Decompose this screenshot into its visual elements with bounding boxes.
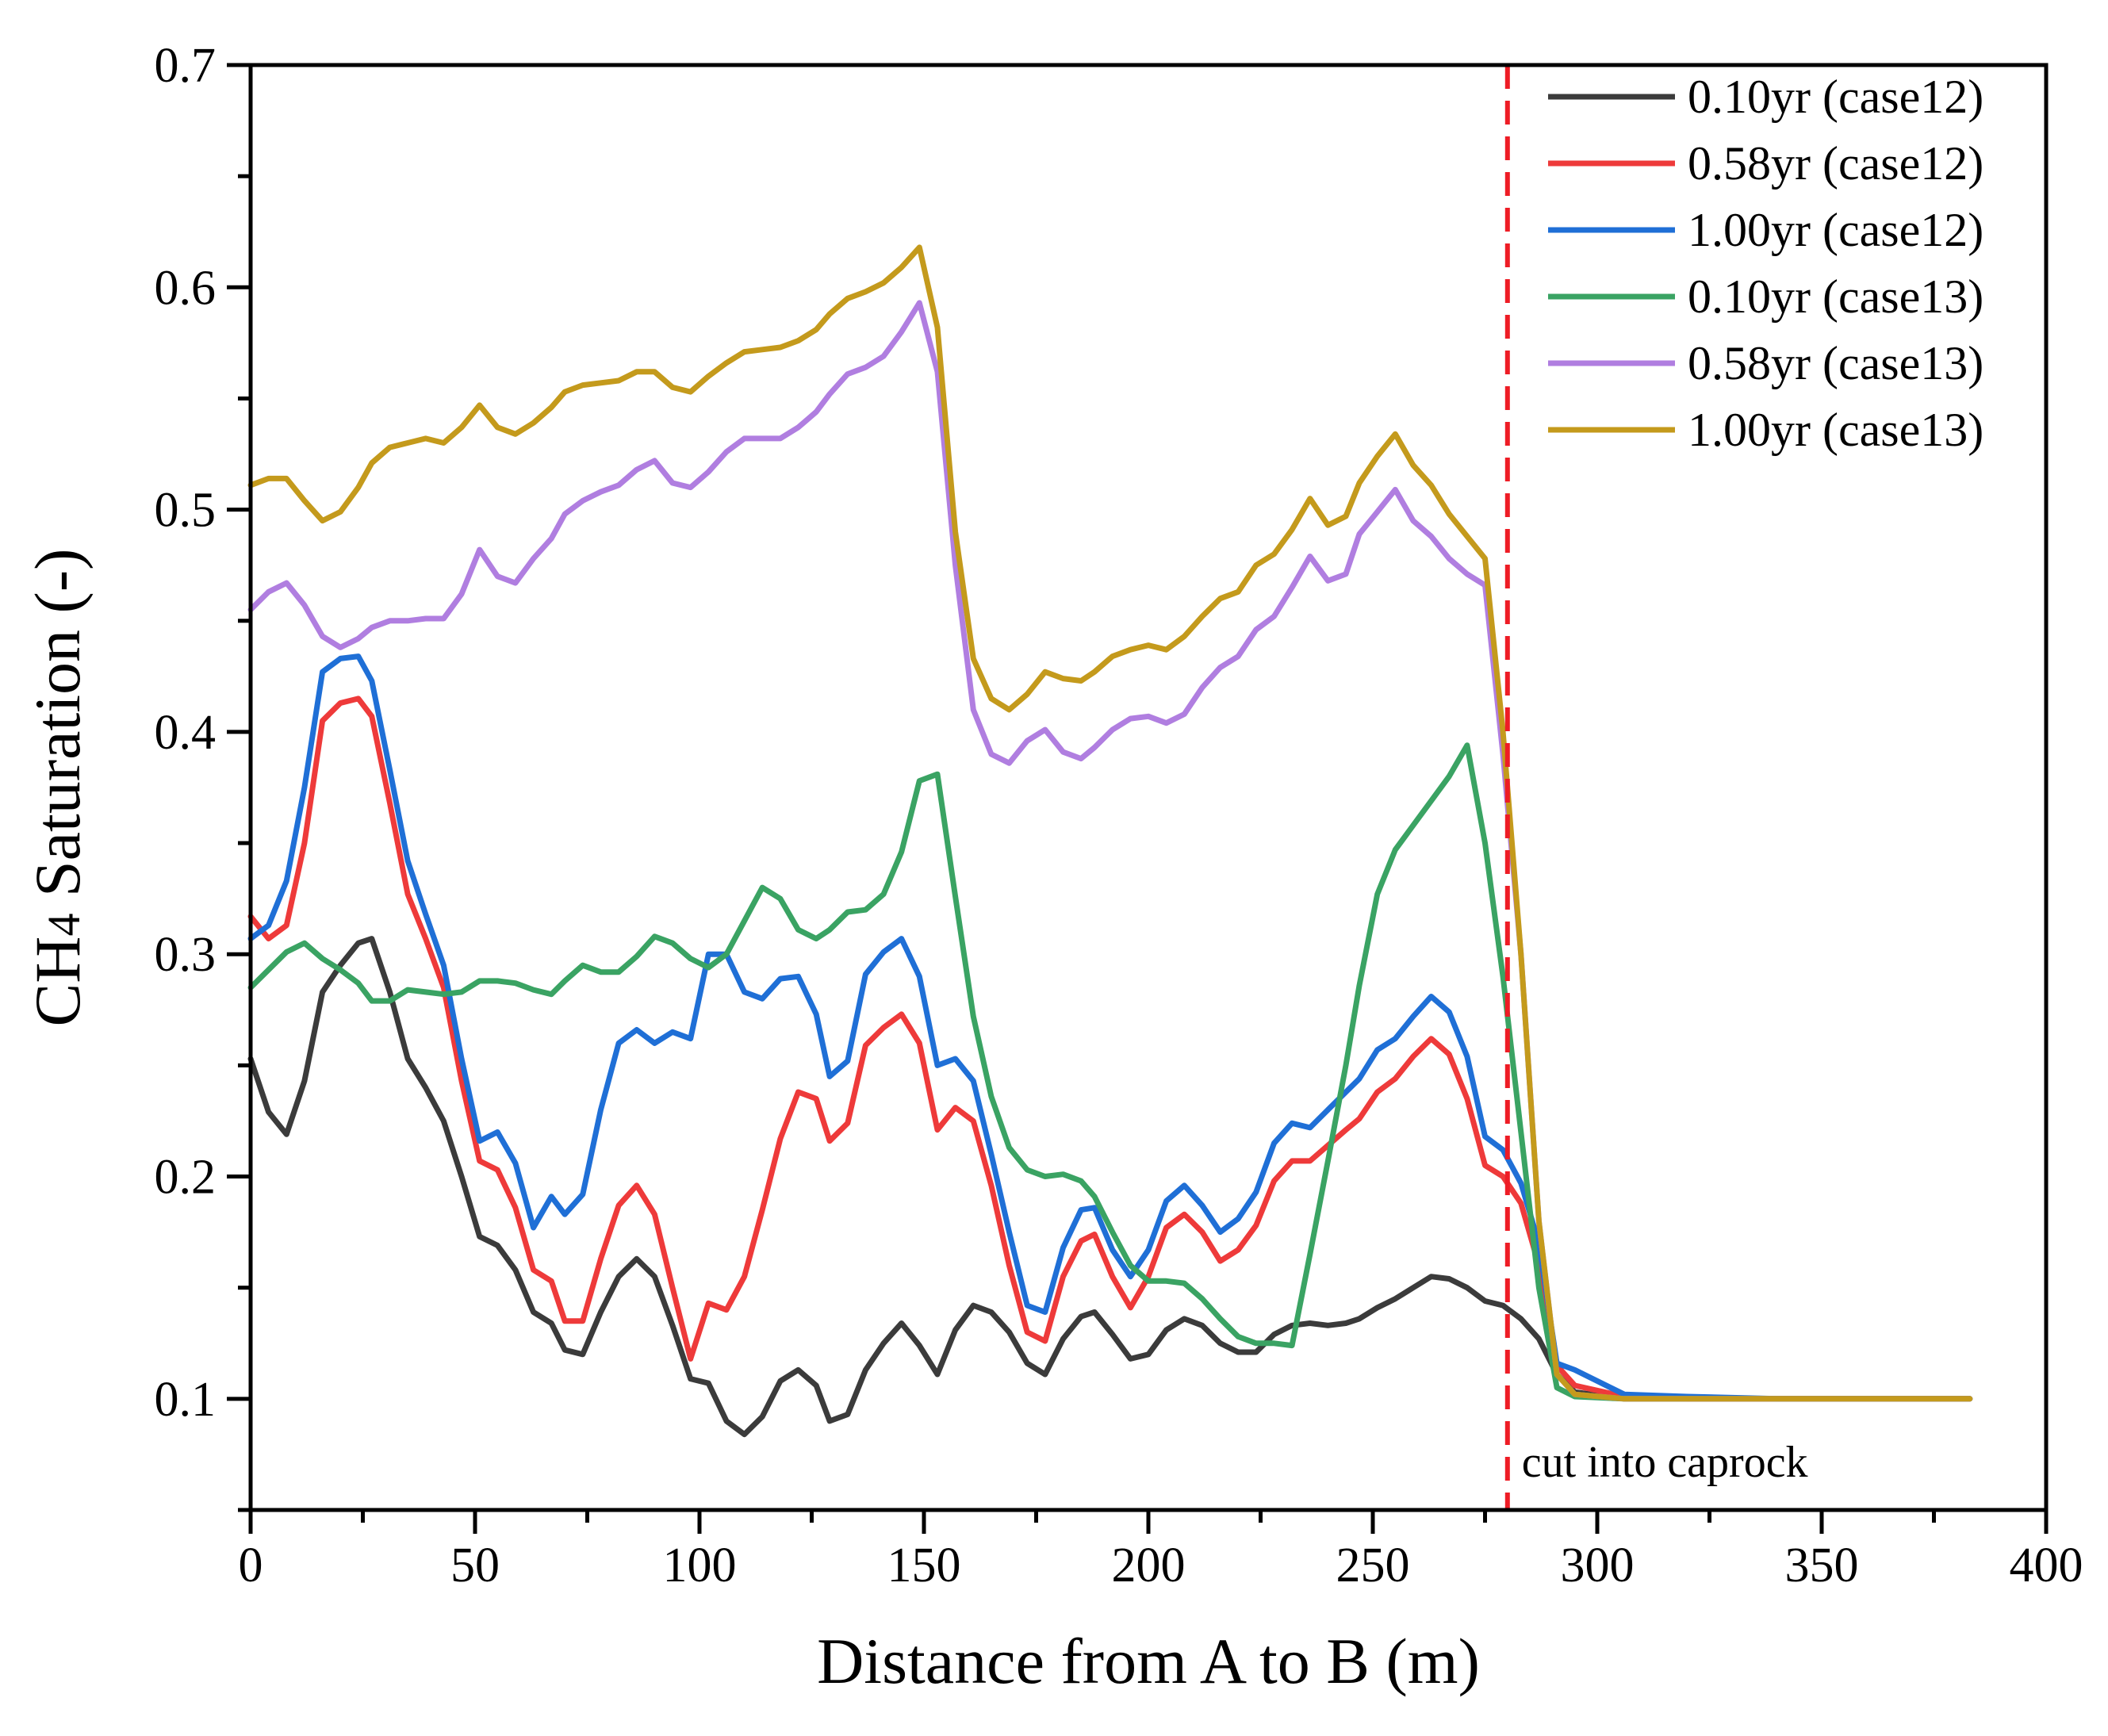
series-line-4 (247, 742, 1973, 1402)
x-tick-label: 250 (1336, 1539, 1410, 1592)
x-axis: 0 50 100 150 200 250 300 350 400 (239, 1510, 2083, 1592)
x-tick-label: 400 (2010, 1539, 2083, 1592)
x-tick-label: 350 (1785, 1539, 1859, 1592)
legend-label-5: 0.58yr (case13) (1688, 337, 1983, 389)
series-line-1 (247, 936, 1973, 1438)
x-tick-label: 200 (1112, 1539, 1186, 1592)
x-tick-label: 50 (450, 1539, 500, 1592)
legend-label-6: 1.00yr (case13) (1688, 404, 1983, 456)
y-tick-label: 0.1 (155, 1373, 217, 1427)
legend-label-2: 0.58yr (case12) (1688, 137, 1983, 190)
y-tick-label: 0.5 (155, 484, 217, 538)
y-axis-title-prefix: CH (21, 937, 94, 1027)
y-axis-title-suffix: Saturation (-) (21, 549, 94, 914)
y-tick-label: 0.3 (155, 928, 217, 982)
series-line-6 (247, 244, 1973, 1402)
y-tick-label: 0.2 (155, 1151, 217, 1205)
legend-label-1: 0.10yr (case12) (1688, 71, 1983, 123)
x-tick-label: 100 (663, 1539, 737, 1592)
y-tick-label: 0.4 (155, 706, 217, 760)
y-axis-title-subscript: 4 (38, 914, 90, 937)
y-tick-label: 0.6 (155, 261, 217, 315)
y-tick-label: 0.7 (155, 39, 217, 93)
series-line-3 (247, 653, 1973, 1402)
caprock-annotation: cut into caprock (1522, 1438, 1808, 1487)
y-axis-title: CH4 Saturation (-) (21, 549, 94, 1027)
series-layer (247, 244, 1973, 1438)
series-line-2 (247, 696, 1973, 1402)
legend-label-3: 1.00yr (case12) (1688, 204, 1983, 256)
x-tick-label: 0 (239, 1539, 263, 1592)
legend: 0.10yr (case12) 0.58yr (case12) 1.00yr (ca… (1548, 71, 1983, 456)
y-axis: 0.1 0.2 0.3 0.4 0.5 0.6 0.7 (155, 39, 251, 1512)
series-line-5 (247, 300, 1973, 1402)
plot-frame (248, 63, 2049, 1512)
x-tick-label: 300 (1561, 1539, 1635, 1592)
legend-label-4: 0.10yr (case13) (1688, 270, 1983, 323)
x-axis-title: Distance from A to B (m) (817, 1625, 1480, 1697)
x-tick-label: 150 (887, 1539, 961, 1592)
